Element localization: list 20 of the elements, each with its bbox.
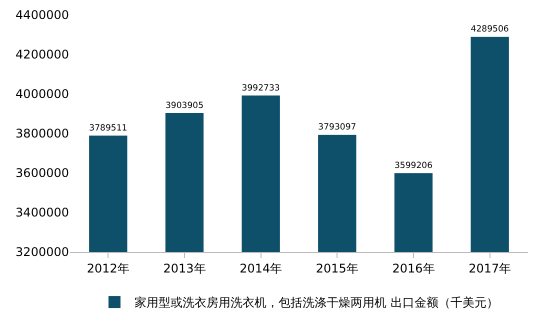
data-label: 3599206 xyxy=(394,161,433,172)
data-label: 3789511 xyxy=(89,123,128,134)
y-tick-label: 4200000 xyxy=(16,48,69,62)
x-tick-label: 2016年 xyxy=(392,261,435,276)
data-label: 3992733 xyxy=(242,83,280,94)
y-tick-label: 3400000 xyxy=(16,206,69,220)
y-tick-label: 3600000 xyxy=(16,166,69,180)
x-tick-label: 2014年 xyxy=(240,261,282,276)
y-tick-label: 4400000 xyxy=(16,8,69,22)
data-label: 3903905 xyxy=(165,100,204,111)
x-tick-label: 2017年 xyxy=(468,261,512,276)
y-tick-label: 3200000 xyxy=(16,245,69,260)
y-tick-label: 4000000 xyxy=(16,87,69,102)
y-tick-label: 3800000 xyxy=(16,126,69,141)
x-tick-label: 2013年 xyxy=(163,261,206,276)
legend-label: 家用型或洗衣房用洗衣机，包括洗涤干燥两用机 出口金额（千美元） xyxy=(134,296,498,310)
data-label: 4289506 xyxy=(470,24,509,35)
x-tick-label: 2012年 xyxy=(86,261,130,276)
x-tick-label: 2015年 xyxy=(316,261,358,276)
data-label: 3793097 xyxy=(318,122,356,133)
